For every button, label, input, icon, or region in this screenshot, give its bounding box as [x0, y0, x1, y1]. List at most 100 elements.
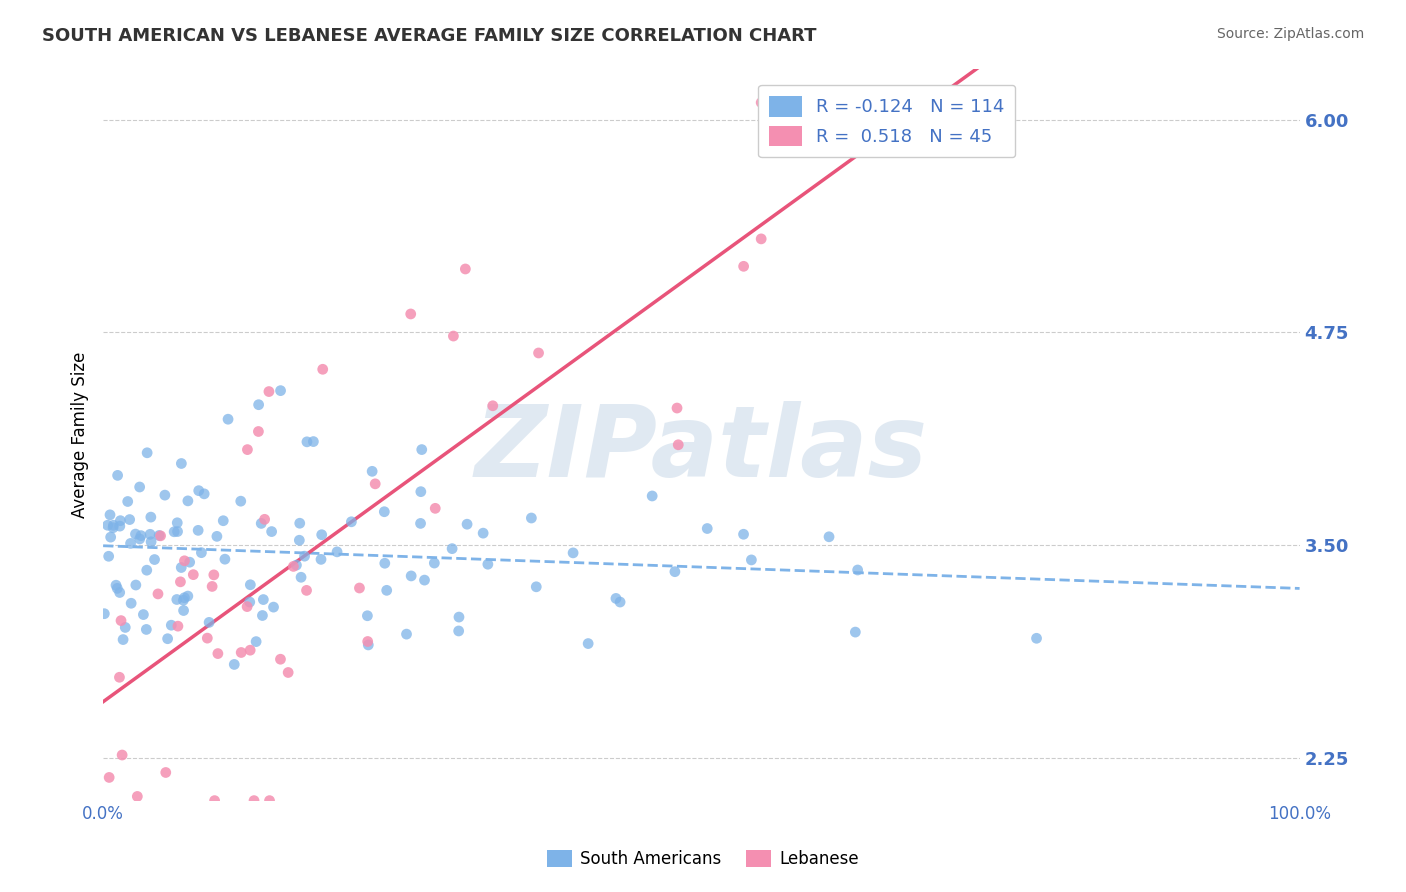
Point — [749, 232, 772, 246]
Point — [173, 591, 195, 605]
Point — [93, 607, 115, 621]
Point — [112, 632, 135, 647]
Point — [108, 670, 131, 684]
Point — [132, 607, 155, 622]
Point — [373, 505, 395, 519]
Point — [290, 570, 312, 584]
Point — [135, 563, 157, 577]
Point — [170, 457, 193, 471]
Point — [217, 412, 239, 426]
Point — [441, 541, 464, 556]
Point — [288, 533, 311, 548]
Point — [110, 514, 132, 528]
Point — [108, 519, 131, 533]
Point — [173, 603, 195, 617]
Point — [425, 501, 447, 516]
Point — [340, 515, 363, 529]
Point — [146, 587, 169, 601]
Point — [100, 530, 122, 544]
Point — [312, 362, 335, 376]
Point — [375, 583, 398, 598]
Point — [127, 789, 149, 804]
Point — [139, 510, 162, 524]
Point — [163, 524, 186, 539]
Point — [118, 512, 141, 526]
Point — [1025, 632, 1047, 646]
Point — [399, 569, 422, 583]
Point — [520, 511, 543, 525]
Point — [156, 632, 179, 646]
Point — [257, 384, 280, 399]
Point — [166, 516, 188, 530]
Point — [97, 518, 120, 533]
Point — [114, 620, 136, 634]
Point — [243, 794, 266, 808]
Point — [349, 581, 371, 595]
Point — [107, 468, 129, 483]
Point — [97, 549, 120, 564]
Point — [169, 574, 191, 589]
Point — [129, 528, 152, 542]
Point — [245, 634, 267, 648]
Text: Source: ZipAtlas.com: Source: ZipAtlas.com — [1216, 27, 1364, 41]
Point — [395, 627, 418, 641]
Point — [576, 636, 599, 650]
Point — [124, 527, 146, 541]
Point — [120, 536, 142, 550]
Point — [749, 95, 772, 110]
Legend: R = -0.124   N = 114, R =  0.518   N = 45: R = -0.124 N = 114, R = 0.518 N = 45 — [758, 85, 1015, 157]
Point — [155, 765, 177, 780]
Point — [326, 545, 349, 559]
Point — [117, 494, 139, 508]
Point — [198, 615, 221, 630]
Point — [231, 645, 253, 659]
Point — [609, 595, 631, 609]
Point — [202, 567, 225, 582]
Point — [179, 555, 201, 569]
Point — [524, 580, 547, 594]
Point — [139, 527, 162, 541]
Point — [409, 516, 432, 531]
Point — [149, 529, 172, 543]
Point — [844, 625, 866, 640]
Point — [413, 573, 436, 587]
Point — [173, 554, 195, 568]
Point — [181, 567, 204, 582]
Point — [294, 549, 316, 564]
Point — [283, 559, 305, 574]
Point — [562, 546, 585, 560]
Point — [295, 434, 318, 449]
Point — [193, 487, 215, 501]
Y-axis label: Average Family Size: Average Family Size — [72, 351, 89, 517]
Point — [201, 579, 224, 593]
Point — [361, 464, 384, 478]
Point — [664, 565, 686, 579]
Point — [302, 434, 325, 449]
Point — [177, 589, 200, 603]
Point — [170, 560, 193, 574]
Point — [423, 556, 446, 570]
Point — [357, 638, 380, 652]
Point — [229, 494, 252, 508]
Point — [733, 260, 755, 274]
Point — [364, 476, 387, 491]
Point — [247, 398, 270, 412]
Point — [135, 623, 157, 637]
Point — [477, 558, 499, 572]
Point — [212, 514, 235, 528]
Point — [195, 631, 218, 645]
Point — [295, 583, 318, 598]
Point — [172, 593, 194, 607]
Point — [108, 585, 131, 599]
Point — [214, 552, 236, 566]
Point — [224, 657, 246, 672]
Point — [101, 521, 124, 535]
Point — [247, 425, 270, 439]
Point — [239, 595, 262, 609]
Point — [447, 624, 470, 638]
Point — [153, 488, 176, 502]
Point — [105, 578, 128, 592]
Point — [167, 619, 190, 633]
Point — [139, 534, 162, 549]
Point — [733, 527, 755, 541]
